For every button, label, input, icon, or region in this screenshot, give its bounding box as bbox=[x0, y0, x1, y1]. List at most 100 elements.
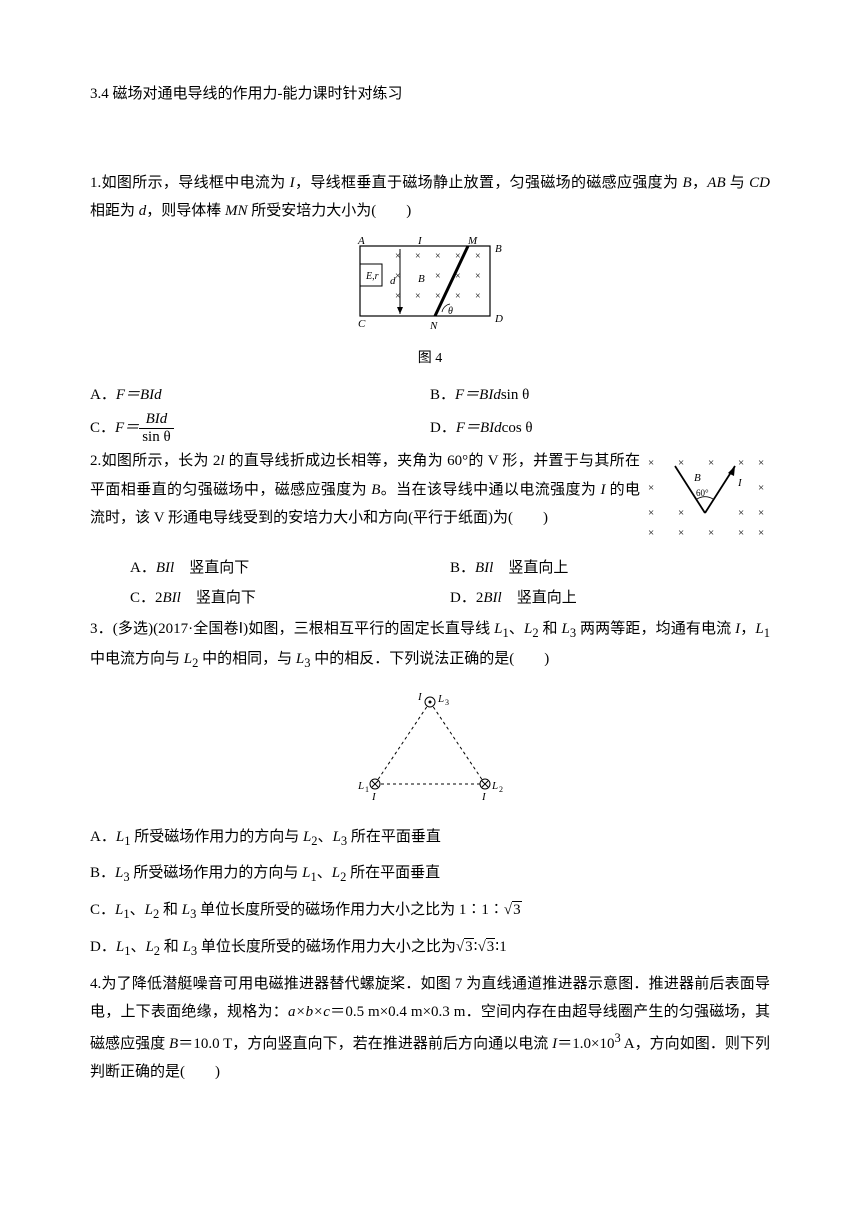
opt-label: A． bbox=[130, 560, 156, 576]
q3-text: 中的相同，与 bbox=[198, 651, 296, 667]
t: 所在平面垂直 bbox=[346, 865, 440, 881]
t: L bbox=[182, 902, 190, 918]
opt-text: BIl bbox=[475, 560, 493, 576]
svg-text:B: B bbox=[418, 273, 425, 285]
q1-figure: E,r ××××× ×××× ××××× B d A M B C N D I θ… bbox=[90, 234, 770, 373]
q1-figure-caption: 图 4 bbox=[90, 346, 770, 373]
svg-text:×: × bbox=[435, 251, 441, 262]
t: 和 bbox=[160, 939, 183, 955]
t: 所受磁场作用力的方向与 bbox=[130, 829, 303, 845]
t: 、 bbox=[317, 865, 332, 881]
t: L bbox=[116, 829, 124, 845]
q4-text: ＝1.0×10 bbox=[557, 1036, 614, 1052]
svg-text:I: I bbox=[737, 477, 743, 489]
q1-text: 相距为 bbox=[90, 203, 139, 219]
t: L bbox=[183, 939, 191, 955]
svg-text:C: C bbox=[358, 318, 366, 330]
svg-text:θ: θ bbox=[448, 306, 453, 317]
q3-text: 、 bbox=[509, 621, 524, 637]
opt-cos: cos θ bbox=[502, 414, 533, 443]
svg-text:×: × bbox=[708, 457, 714, 469]
t: 、 bbox=[318, 829, 333, 845]
opt-label: D． bbox=[90, 939, 116, 955]
svg-text:×: × bbox=[435, 291, 441, 302]
svg-text:I: I bbox=[371, 791, 377, 803]
q3-optC: C．L1、L2 和 L3 单位长度所受的磁场作用力大小之比为 1∶1∶√3 bbox=[90, 896, 770, 927]
opt-text: 2BIl bbox=[155, 590, 181, 606]
opt-label: B． bbox=[430, 387, 455, 403]
svg-text:×: × bbox=[648, 457, 654, 469]
svg-text:L: L bbox=[437, 693, 444, 705]
t: 单位长度所受的磁场作用力大小之比为 1∶1∶ bbox=[196, 902, 504, 918]
q1-options-row2: C．F＝ BIdsin θ D．F＝BIdcos θ bbox=[90, 411, 770, 445]
t: L bbox=[332, 865, 340, 881]
opt-text: 竖直向下 bbox=[196, 590, 256, 606]
q3-L2b: L bbox=[184, 651, 192, 667]
q1-text: ，则导体棒 bbox=[146, 203, 225, 219]
q3-L3b: L bbox=[296, 651, 304, 667]
fraction: BIdsin θ bbox=[139, 411, 173, 445]
svg-text:×: × bbox=[678, 457, 684, 469]
q2-options-row1: A．BIl 竖直向下 B．BIl 竖直向上 bbox=[90, 554, 770, 583]
opt-text: 竖直向上 bbox=[517, 590, 577, 606]
svg-text:×: × bbox=[415, 251, 421, 262]
q3-text: 3．(多选)(2017·全国卷Ⅰ)如图，三根相互平行的固定长直导线 bbox=[90, 621, 494, 637]
svg-text:×: × bbox=[708, 527, 714, 539]
q4-text: ＝10.0 T，方向竖直向下，若在推进器前后方向通以电流 bbox=[178, 1036, 552, 1052]
svg-text:×: × bbox=[648, 482, 654, 494]
q2-B: B bbox=[371, 482, 380, 498]
opt-text: 竖直向上 bbox=[508, 560, 568, 576]
svg-text:×: × bbox=[648, 527, 654, 539]
opt-label: C． bbox=[130, 590, 155, 606]
sqrt: √3 bbox=[478, 938, 496, 955]
svg-text:×: × bbox=[678, 507, 684, 519]
svg-text:1: 1 bbox=[365, 785, 369, 794]
q1-text: 与 bbox=[726, 175, 750, 191]
t: L bbox=[333, 829, 341, 845]
q1-AB: AB bbox=[707, 175, 725, 191]
svg-text:I: I bbox=[481, 791, 487, 803]
t: L bbox=[116, 939, 124, 955]
svg-text:L: L bbox=[357, 780, 364, 792]
opt-eq: F＝BId bbox=[456, 414, 502, 443]
q3-L1: L bbox=[494, 621, 502, 637]
q1-options-row1: A．F＝BId B．F＝BIdsin θ bbox=[90, 381, 770, 410]
t: 、 bbox=[130, 939, 145, 955]
opt-label: B． bbox=[450, 560, 475, 576]
q2-options-row2: C．2BIl 竖直向下 D．2BIl 竖直向上 bbox=[90, 584, 770, 613]
question-2: 2.如图所示，长为 2l 的直导线折成边长相等，夹角为 60°的 V 形，并置于… bbox=[90, 447, 640, 533]
t: 所受磁场作用力的方向与 bbox=[130, 865, 303, 881]
svg-text:×: × bbox=[415, 291, 421, 302]
q1-text: ，导线框垂直于磁场静止放置，匀强磁场的磁感应强度为 bbox=[295, 175, 683, 191]
svg-text:×: × bbox=[758, 457, 764, 469]
q4-abc: a×b×c bbox=[288, 1004, 330, 1020]
svg-text:×: × bbox=[455, 291, 461, 302]
q3-figure: I L3 L1 I L2 I bbox=[90, 684, 770, 815]
q2-text: 2.如图所示，长为 2 bbox=[90, 453, 220, 469]
opt-label: D． bbox=[430, 414, 456, 443]
sub: 1 bbox=[764, 626, 770, 640]
svg-text:×: × bbox=[475, 271, 481, 282]
sqrt: √3 bbox=[504, 901, 522, 918]
q4-B: B bbox=[169, 1036, 178, 1052]
svg-text:I: I bbox=[417, 691, 423, 703]
q3-text: ， bbox=[740, 621, 755, 637]
svg-text:×: × bbox=[738, 457, 744, 469]
opt-label: B． bbox=[90, 865, 115, 881]
svg-text:A: A bbox=[357, 235, 365, 247]
svg-text:×: × bbox=[758, 527, 764, 539]
svg-text:×: × bbox=[475, 251, 481, 262]
svg-text:3: 3 bbox=[445, 698, 449, 707]
q3-text: 和 bbox=[539, 621, 562, 637]
svg-text:L: L bbox=[491, 780, 498, 792]
q2-figure: ××××× ×× ×××× ××××× 60° B I bbox=[640, 447, 770, 552]
opt-label: A． bbox=[90, 387, 116, 403]
opt-eq: F＝BId bbox=[116, 387, 162, 403]
svg-text:2: 2 bbox=[499, 785, 503, 794]
svg-text:×: × bbox=[758, 507, 764, 519]
q1-MN: MN bbox=[225, 203, 248, 219]
question-3: 3．(多选)(2017·全国卷Ⅰ)如图，三根相互平行的固定长直导线 L1、L2 … bbox=[90, 615, 770, 677]
svg-text:I: I bbox=[417, 235, 423, 247]
t: ∶1 bbox=[495, 939, 506, 955]
q3-text: 两两等距，均通有电流 bbox=[576, 621, 735, 637]
